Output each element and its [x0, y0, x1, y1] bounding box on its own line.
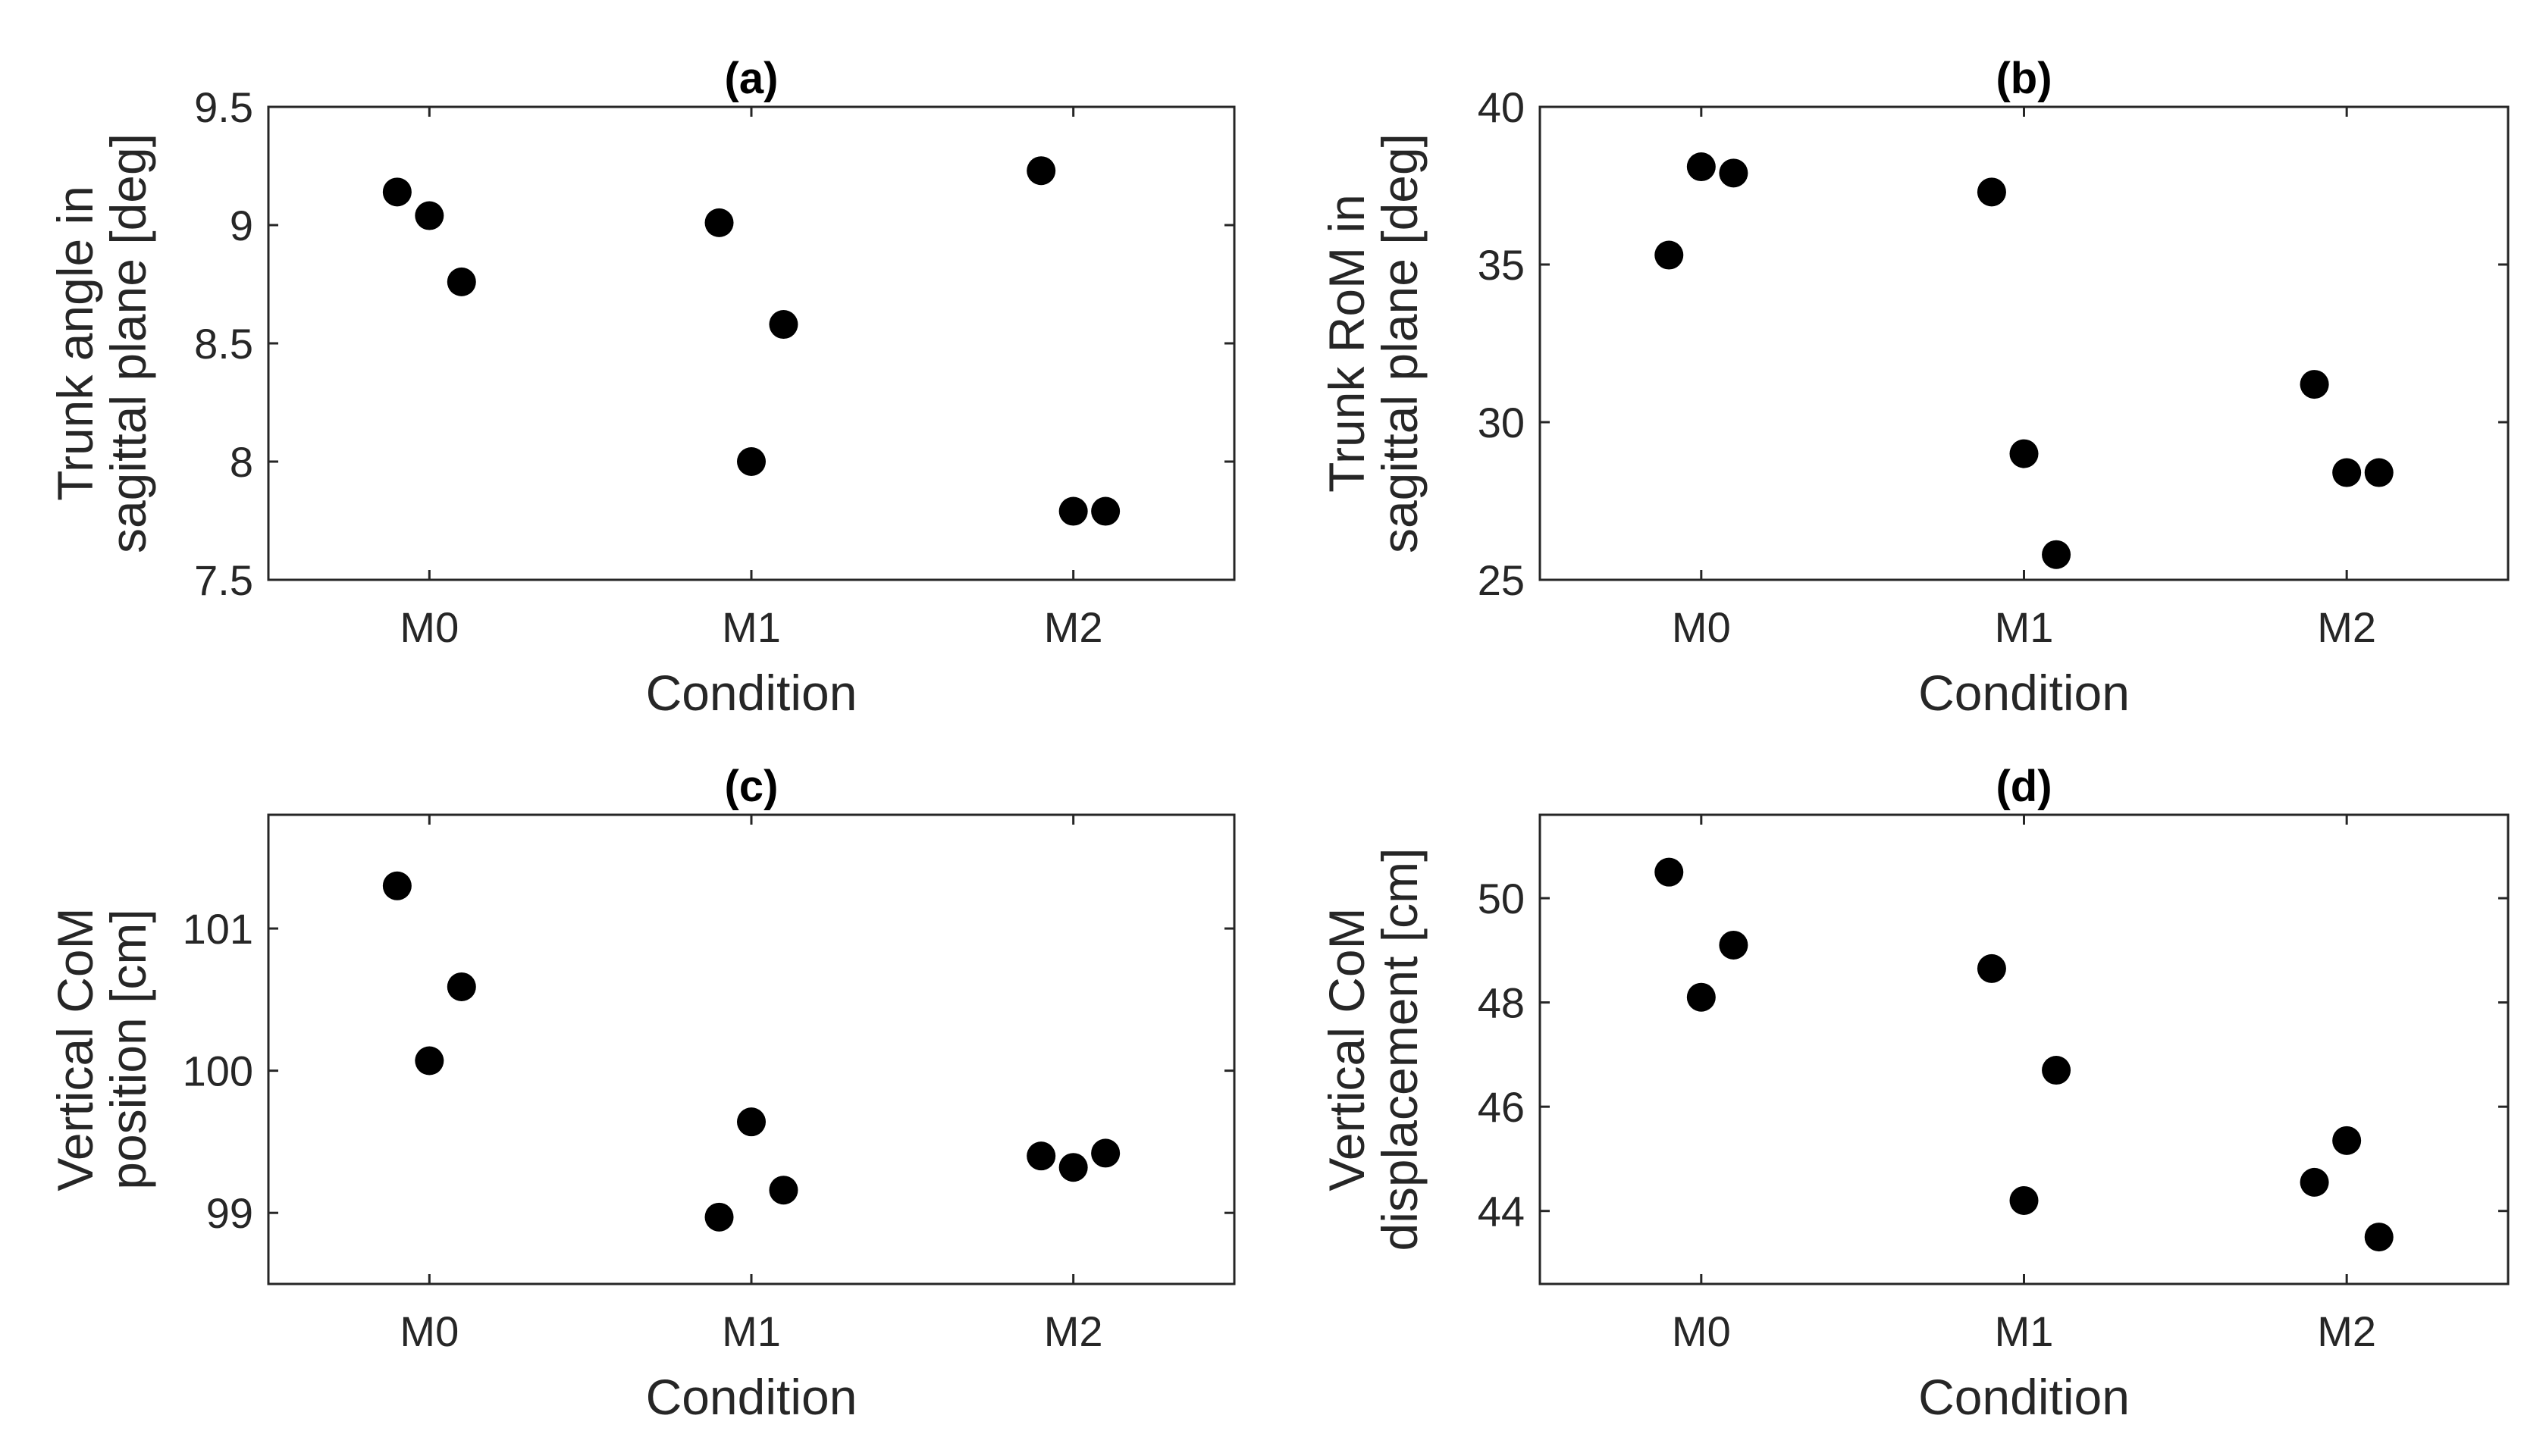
y-tick-label: 30 — [1478, 399, 1525, 446]
y-axis-label: Vertical CoM — [47, 907, 103, 1191]
x-axis-label: Condition — [1918, 665, 2130, 721]
data-point — [1091, 1138, 1121, 1168]
y-tick-label: 8 — [230, 438, 253, 486]
data-point — [415, 201, 444, 230]
data-point — [704, 208, 734, 237]
y-tick-label: 101 — [183, 905, 253, 953]
chart-panel-1: (a) 7.5 8 8.5 9 9.5 M0 M1 M2 Condition Trunk angle… — [47, 54, 1236, 721]
y-tick-label: 40 — [1478, 83, 1525, 131]
x-tick-label: M0 — [1672, 603, 1731, 651]
data-point — [1654, 857, 1684, 887]
plot-area — [1538, 105, 2510, 581]
x-tick-label: M2 — [1044, 1307, 1103, 1355]
chart-panel-4: (d) 44 46 48 50 M0 M1 M2 Condition Vertical CoMdi… — [1318, 762, 2510, 1425]
x-tick-label: M0 — [1672, 1307, 1731, 1355]
y-tick-label: 25 — [1478, 556, 1525, 604]
plot-area — [267, 813, 1236, 1285]
chart-title: (d) — [1996, 762, 2052, 811]
y-tick-label: 9.5 — [194, 83, 253, 131]
x-tick-label: M2 — [1044, 603, 1103, 651]
data-point — [2332, 1126, 2362, 1155]
data-point — [2332, 458, 2362, 487]
x-tick-label: M0 — [400, 1307, 459, 1355]
data-point — [2300, 370, 2329, 399]
data-point — [2300, 1167, 2329, 1197]
y-tick-label: 99 — [206, 1189, 253, 1237]
data-point — [1058, 1153, 1088, 1182]
y-axis-label: sagittal plane [deg] — [1372, 133, 1428, 553]
data-point — [769, 1176, 798, 1205]
data-point — [447, 972, 476, 1001]
data-point — [704, 1202, 734, 1232]
data-point — [447, 267, 476, 296]
data-point — [1654, 240, 1684, 270]
data-point — [1719, 158, 1748, 188]
data-point — [1686, 982, 1716, 1012]
y-tick-label: 44 — [1478, 1188, 1525, 1235]
data-point — [382, 871, 412, 900]
chart-title: (b) — [1996, 54, 2052, 103]
data-point — [2042, 540, 2071, 569]
data-point — [415, 1046, 444, 1076]
data-point — [2364, 1223, 2394, 1252]
x-tick-label: M0 — [400, 603, 459, 651]
y-axis-label: position [cm] — [100, 909, 156, 1189]
plot-area — [267, 105, 1236, 581]
y-axis-label: displacement [cm] — [1372, 848, 1428, 1251]
data-point — [2042, 1056, 2071, 1085]
y-tick-label: 8.5 — [194, 320, 253, 368]
data-point — [737, 1107, 766, 1137]
data-point — [2009, 439, 2039, 468]
y-tick-label: 100 — [183, 1047, 253, 1095]
y-axis-label: Trunk angle in — [47, 186, 103, 501]
x-tick-label: M2 — [2317, 1307, 2376, 1355]
y-axis-label: Trunk RoM in — [1318, 194, 1375, 493]
y-tick-label: 7.5 — [194, 556, 253, 604]
chart-panel-3: (c) 99 100 101 M0 M1 M2 Condition Vertical CoMpo… — [47, 762, 1236, 1425]
x-tick-label: M2 — [2317, 603, 2376, 651]
y-axis-label: sagittal plane [deg] — [100, 133, 156, 553]
x-tick-label: M1 — [1995, 603, 2054, 651]
x-axis-label: Condition — [646, 665, 858, 721]
data-point — [1977, 953, 2006, 983]
data-point — [769, 310, 798, 340]
x-tick-label: M1 — [722, 1307, 781, 1355]
y-tick-label: 46 — [1478, 1083, 1525, 1131]
y-axis-label: Vertical CoM — [1318, 907, 1375, 1191]
chart-panel-2: (b) 25 30 35 40 M0 M1 M2 Condition Trunk RoM insa… — [1318, 54, 2510, 721]
data-point — [737, 447, 766, 476]
y-tick-label: 9 — [230, 202, 253, 249]
y-tick-label: 48 — [1478, 979, 1525, 1027]
x-axis-label: Condition — [1918, 1369, 2130, 1425]
data-point — [1686, 152, 1716, 182]
data-point — [2364, 458, 2394, 487]
data-point — [382, 177, 412, 207]
data-point — [1027, 156, 1056, 186]
chart-title: (a) — [725, 54, 779, 103]
data-point — [2009, 1185, 2039, 1215]
y-tick-label: 35 — [1478, 241, 1525, 289]
x-axis-label: Condition — [646, 1369, 858, 1425]
data-point — [1977, 177, 2006, 207]
data-point — [1027, 1141, 1056, 1171]
data-point — [1719, 930, 1748, 960]
data-point — [1091, 496, 1121, 526]
x-tick-label: M1 — [1995, 1307, 2054, 1355]
y-tick-label: 50 — [1478, 875, 1525, 922]
data-point — [1058, 496, 1088, 526]
chart-title: (c) — [725, 762, 779, 811]
x-tick-label: M1 — [722, 603, 781, 651]
